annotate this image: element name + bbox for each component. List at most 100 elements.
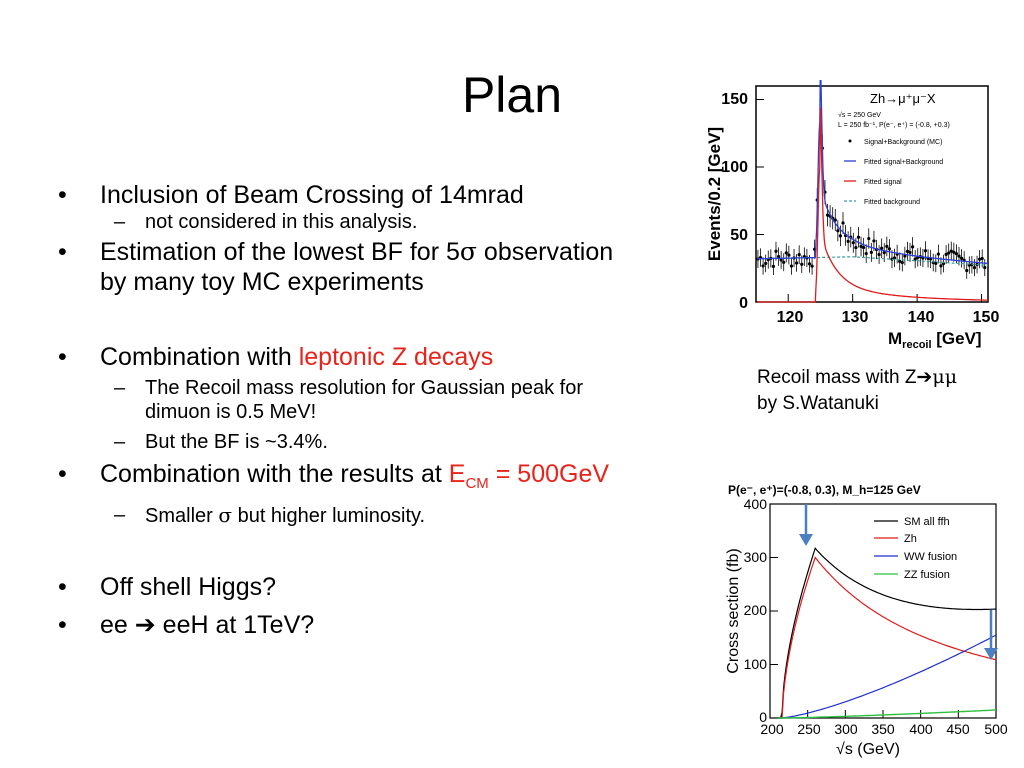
xsec-ylabel: Cross section (fb) — [725, 548, 742, 673]
recoil-mc-point — [784, 251, 788, 255]
recoil-plot-title: Zh→μ⁺μ⁻X — [870, 91, 936, 106]
xtick-120: 120 — [777, 309, 804, 326]
recoil-mc-point — [774, 249, 778, 253]
recoil-mc-point — [949, 249, 953, 253]
xsec-curve-total — [777, 547, 996, 719]
xsec-curve-zz — [777, 709, 996, 719]
recoil-mc-point — [957, 254, 961, 258]
recoil-mc-point — [833, 218, 837, 222]
ytick-50: 50 — [730, 227, 748, 244]
recoil-mc-point — [972, 266, 977, 270]
recoil-mc-point — [887, 247, 891, 251]
xtick-150: 150 — [973, 309, 1000, 326]
recoil-fit-signal — [757, 107, 989, 303]
legend-zh: Zh — [904, 533, 917, 545]
recoil-mc-point — [797, 253, 801, 257]
xsec-xtick-450: 450 — [946, 721, 970, 737]
xsec-xtick-350: 350 — [871, 721, 895, 737]
bullet-500gev: • Combination with the results at ECM = 5… — [58, 460, 610, 492]
legend-fit-total: Fitted signal+Background — [864, 159, 943, 166]
recoil-mc-point — [872, 239, 876, 243]
recoil-mc-point — [789, 264, 794, 268]
recoil-mc-point — [905, 249, 910, 253]
recoil-mc-point — [983, 265, 987, 270]
recoil-mc-point — [959, 256, 964, 260]
legend-fit-signal: Fitted signal — [864, 179, 902, 186]
arrow-250gev-icon — [799, 504, 813, 546]
sub-bullet-recoil-resolution: – The Recoil mass resolution for Gaussian… — [114, 377, 583, 423]
recoil-mc-point — [867, 236, 871, 241]
xsec-xtick-400: 400 — [909, 721, 933, 737]
xsec-xtick-500: 500 — [984, 721, 1008, 737]
recoil-mc-point — [898, 259, 902, 263]
legend-mc-marker — [848, 139, 852, 143]
recoil-plot-frame — [755, 85, 989, 303]
recoil-mc-point — [854, 246, 858, 250]
arrow-500gev-icon — [984, 610, 998, 660]
xsec-curve-zh — [777, 556, 997, 719]
recoil-mc-point — [851, 241, 855, 245]
recoil-mc-point — [947, 251, 951, 255]
recoil-fit-background — [757, 256, 989, 266]
recoil-info-lumi: L = 250 fb⁻¹, P(e⁻, e⁺) = (-0.8, +0.3) — [838, 122, 950, 129]
recoil-mc-point — [936, 252, 940, 256]
recoil-mc-point — [841, 221, 845, 225]
recoil-info-sqrt-s: √s = 250 GeV — [838, 111, 881, 119]
xsec-ytick-100: 100 — [744, 656, 768, 672]
recoil-mc-point — [800, 262, 804, 266]
ytick-100: 100 — [721, 159, 748, 176]
recoil-mc-point — [882, 250, 886, 255]
recoil-mc-point — [978, 257, 982, 261]
recoil-mc-point — [787, 253, 791, 257]
xsec-ytick-200: 200 — [744, 602, 768, 618]
xsec-ytick-0: 0 — [759, 709, 767, 725]
bullet-beam-crossing: • Inclusion of Beam Crossing of 14mrad — [58, 181, 524, 209]
recoil-mc-point — [838, 234, 843, 238]
legend-fit-bkg: Fitted background — [864, 199, 920, 206]
recoil-mc-point — [934, 261, 938, 265]
recoil-mc-point — [761, 264, 765, 268]
recoil-mc-point — [776, 255, 781, 259]
sub-bullet-smaller-sigma: – Smaller σ but higher luminosity. — [114, 503, 426, 527]
recoil-mc-point — [782, 260, 786, 264]
recoil-mc-point — [877, 252, 881, 257]
recoil-ylabel: Events/0.2 [GeV] — [705, 127, 724, 261]
xsec-plot-ticks — [769, 503, 997, 719]
bullet-off-shell: • Off shell Higgs? — [58, 573, 277, 601]
ytick-0: 0 — [739, 295, 748, 312]
recoil-mc-point — [952, 250, 956, 254]
recoil-mc-point — [885, 244, 889, 248]
recoil-mc-point — [869, 250, 873, 254]
recoil-mc-point — [911, 245, 915, 249]
sub-bullet-not-considered: – not considered in this analysis. — [114, 211, 418, 233]
recoil-mc-point — [965, 268, 969, 273]
recoil-mc-point — [892, 256, 897, 260]
recoil-mc-point — [846, 239, 850, 244]
recoil-mc-point — [939, 264, 943, 268]
cross-section-plot: P(e⁻, e⁺)=(-0.8, 0.3), M_h=125 GeV Cross… — [725, 483, 1008, 758]
recoil-mc-point — [807, 262, 812, 266]
legend-mc: Signal+Background (MC) — [864, 139, 942, 146]
recoil-mc-point — [980, 256, 984, 261]
xsec-xtick-250: 250 — [797, 721, 821, 737]
recoil-mc-point — [908, 250, 912, 254]
recoil-mc-point — [795, 261, 799, 265]
recoil-mc-point — [764, 261, 768, 266]
xsec-xtick-200: 200 — [760, 721, 784, 737]
recoil-mc-point — [923, 249, 928, 253]
legend-zz: ZZ fusion — [904, 569, 950, 581]
xtick-140: 140 — [908, 309, 935, 326]
xsec-top-label: P(e⁻, e⁺)=(-0.8, 0.3), M_h=125 GeV — [728, 483, 921, 497]
recoil-mc-point — [900, 260, 904, 265]
recoil-xlabel: Mrecoil [GeV] — [888, 329, 982, 351]
recoil-caption: Recoil mass with Z➔μμ by S.Watanuki — [757, 366, 958, 414]
ytick-150: 150 — [721, 91, 748, 108]
recoil-mc-point — [836, 229, 840, 233]
recoil-mc-point — [771, 264, 775, 269]
legend-ww: WW fusion — [904, 551, 957, 563]
xtick-130: 130 — [842, 309, 869, 326]
legend-sm: SM all ffh — [904, 516, 950, 528]
recoil-fit-total — [757, 80, 988, 265]
xsec-ytick-300: 300 — [744, 549, 768, 565]
bullet-list: • Inclusion of Beam Crossing of 14mrad – n… — [58, 180, 708, 640]
